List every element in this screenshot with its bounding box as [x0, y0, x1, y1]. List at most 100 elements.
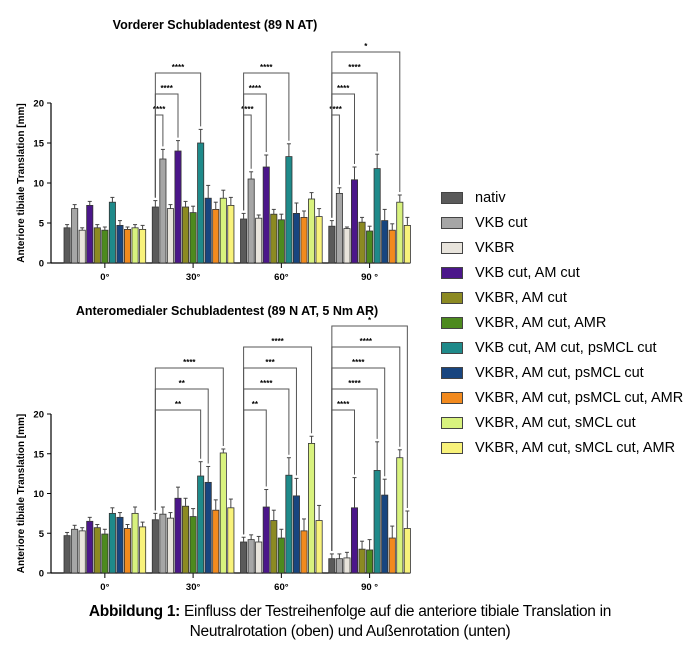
legend-label: VKB cut, AM cut: [475, 264, 580, 281]
y-tick-label: 15: [33, 449, 44, 460]
bar: [108, 512, 116, 574]
bar: [174, 150, 182, 264]
bar: [343, 228, 351, 264]
y-tick-label: 15: [33, 139, 44, 150]
bar: [78, 229, 86, 264]
legend-swatch: [441, 316, 463, 329]
legend-swatch: [441, 241, 463, 254]
significance-label: *: [368, 316, 372, 325]
significance-label: ****: [360, 337, 373, 346]
bar: [300, 530, 308, 574]
bar: [335, 558, 343, 574]
bar: [373, 470, 381, 574]
bar: [212, 509, 220, 574]
bar: [255, 217, 263, 264]
legend-swatch: [441, 266, 463, 279]
bar: [166, 517, 174, 574]
bar: [197, 475, 205, 574]
legend-item: VKBR, AM cut, AMR: [441, 310, 683, 335]
bar: [240, 218, 248, 264]
legend-item: nativ: [441, 185, 683, 210]
bar: [270, 520, 278, 574]
y-tick-label: 20: [33, 410, 44, 421]
legend-label: VKBR, AM cut, sMCL cut: [475, 414, 636, 431]
x-tick-label: 90 °: [361, 272, 378, 283]
bar: [159, 513, 167, 574]
significance-label: ****: [348, 63, 361, 72]
bar: [86, 204, 94, 264]
bar: [151, 206, 159, 264]
bar: [63, 227, 71, 264]
bar: [277, 537, 285, 574]
bar: [116, 224, 124, 264]
bar: [350, 179, 358, 264]
bar: [71, 208, 79, 264]
bar: [381, 220, 389, 264]
legend-swatch: [441, 216, 463, 229]
bar: [101, 533, 109, 574]
legend-label: VKBR, AM cut: [475, 289, 567, 306]
legend-item: VKBR, AM cut, psMCL cut, AMR: [441, 385, 683, 410]
bar: [396, 201, 404, 264]
significance-bracket: [243, 346, 313, 535]
bar: [292, 212, 300, 264]
bar: [86, 520, 94, 574]
bar: [285, 156, 293, 264]
bar: [219, 452, 227, 574]
significance-label: **: [175, 400, 182, 409]
bar: [328, 225, 336, 264]
bar: [396, 457, 404, 574]
bar: [388, 537, 396, 574]
bar: [189, 212, 197, 264]
bar: [315, 216, 323, 264]
legend-label: nativ: [475, 189, 506, 206]
x-tick-label: 60°: [274, 272, 289, 283]
y-tick-label: 0: [39, 569, 44, 580]
significance-label: ***: [265, 358, 275, 367]
significance-bracket: [331, 51, 401, 218]
bar: [403, 224, 411, 264]
bar: [388, 229, 396, 264]
significance-label: ****: [172, 63, 185, 72]
bar: [182, 206, 190, 264]
bar: [247, 178, 255, 264]
bar: [315, 520, 323, 574]
bar: [373, 168, 381, 264]
caption-text-line1: Einfluss der Testreihenfolge auf die ant…: [180, 603, 612, 620]
bar: [255, 541, 263, 574]
legend-item: VKBR, AM cut: [441, 285, 683, 310]
legend-label: VKBR, AM cut, AMR: [475, 314, 607, 331]
bar: [270, 213, 278, 264]
bar: [366, 230, 374, 264]
legend-label: VKBR: [475, 239, 515, 256]
caption-label: Abbildung 1:: [88, 603, 181, 620]
bar: [308, 443, 316, 574]
x-tick-label: 30°: [186, 272, 201, 283]
significance-label: ****: [271, 337, 284, 346]
significance-bracket: [154, 72, 202, 198]
legend-item: VKB cut: [441, 210, 683, 235]
y-axis-label: Anteriore tibiale Translation [mm]: [16, 414, 27, 573]
bar: [139, 526, 147, 574]
bar: [285, 474, 293, 574]
bar: [381, 494, 389, 574]
y-tick-label: 5: [39, 219, 45, 230]
significance-label: ****: [160, 84, 173, 93]
bar: [300, 216, 308, 264]
bar: [277, 219, 285, 264]
legend-label: VKBR, AM cut, psMCL cut, AMR: [475, 389, 684, 406]
bar: [197, 142, 205, 264]
bar: [335, 192, 343, 264]
chart-neutral-rotation: Vorderer Schubladentest (89 N AT) 0 5 10 15 2…: [16, 18, 411, 283]
legend-swatch: [441, 416, 463, 429]
bar: [151, 519, 159, 574]
legend-label: VKB cut, AM cut, psMCL cut: [475, 339, 657, 356]
legend-swatch: [441, 341, 463, 354]
bar: [262, 506, 270, 574]
legend-item: VKBR: [441, 235, 683, 260]
significance-label: *: [364, 42, 368, 51]
bar: [93, 527, 101, 574]
significance-bracket: [243, 72, 290, 211]
significance-label: ****: [352, 358, 365, 367]
significance-bracket: [331, 346, 401, 551]
